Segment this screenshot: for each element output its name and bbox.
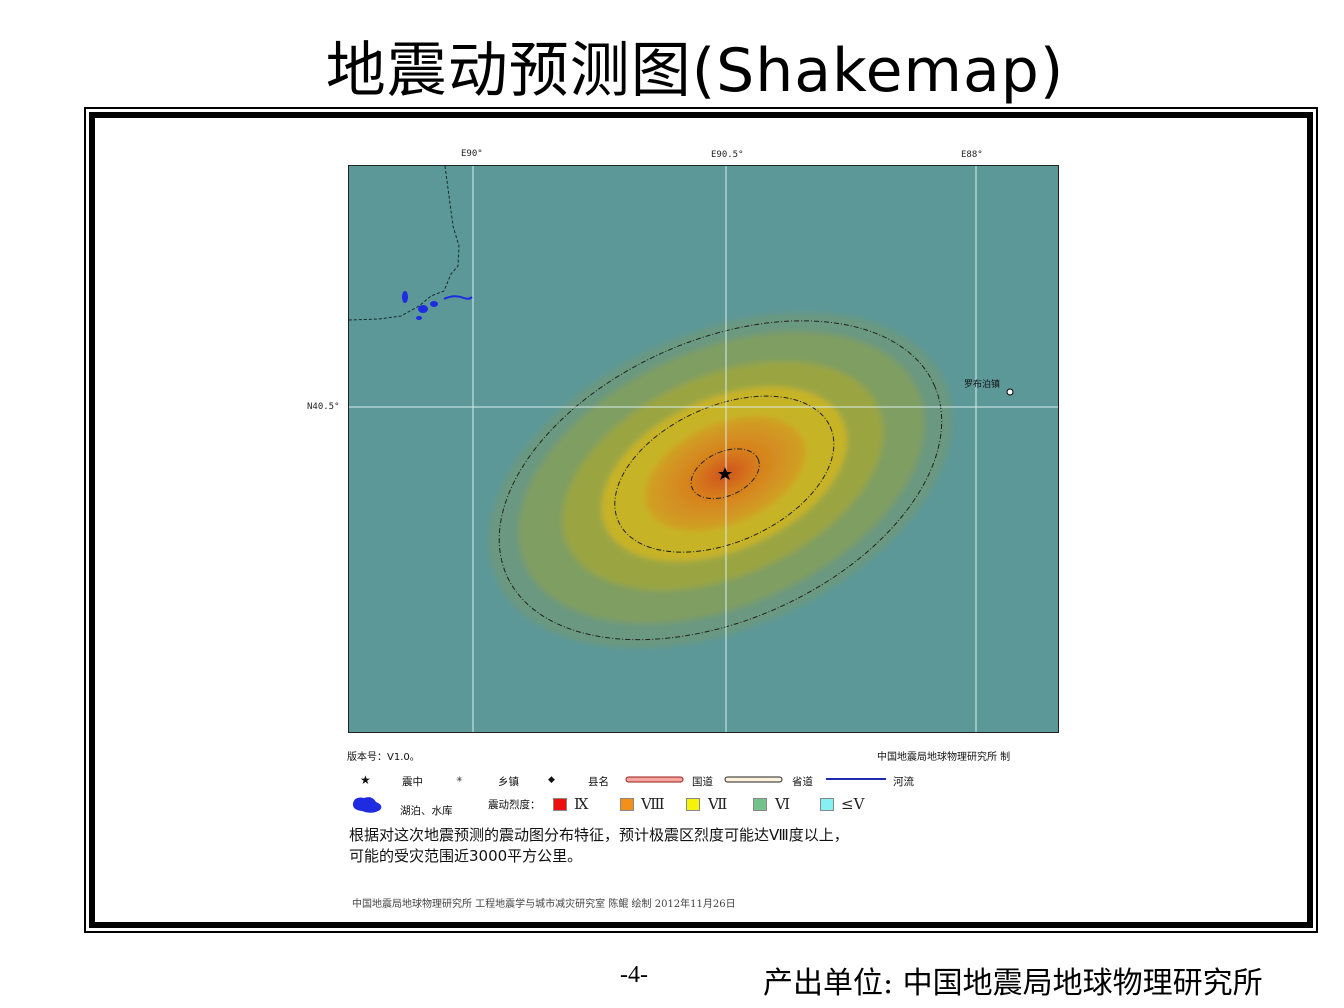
shakemap[interactable]: 罗布泊镇 xyxy=(348,165,1059,733)
swatch-intensity-9 xyxy=(553,798,567,811)
intensity-7-label: Ⅶ xyxy=(708,795,728,813)
lake-icon xyxy=(352,797,382,813)
legend-epicenter-label: 震中 xyxy=(402,776,423,788)
isoseismal-7 xyxy=(614,395,835,553)
legend-lake-label: 湖泊、水库 xyxy=(400,805,453,817)
shakemap-svg xyxy=(349,166,1058,732)
intensity-5-label: ≤Ⅴ xyxy=(841,795,865,813)
tick-e90: E90° xyxy=(461,149,483,159)
swatch-intensity-5 xyxy=(820,798,834,811)
intensity-6-label: Ⅵ xyxy=(775,795,791,813)
town-label: 罗布泊镇 xyxy=(964,380,1001,390)
tick-e90-5: E90.5° xyxy=(711,150,744,160)
producer-label: 产出单位: 中国地震局地球物理研究所 xyxy=(763,966,1263,1001)
swatch-intensity-6 xyxy=(753,798,767,811)
lakes xyxy=(402,291,473,320)
version-label: 版本号：V1.0。 xyxy=(347,752,420,763)
boundary-line xyxy=(349,166,460,321)
swatch-intensity-8 xyxy=(620,798,634,811)
credit-line: 中国地震局地球物理研究所 工程地震学与城市减灾研究室 陈鲲 绘制 2012年11… xyxy=(352,899,736,910)
star-icon: ★ xyxy=(360,773,371,787)
town-dot-icon xyxy=(1006,388,1014,396)
tick-e88: E88° xyxy=(961,150,983,160)
swatch-intensity-7 xyxy=(686,798,700,811)
maker-label: 中国地震局地球物理研究所 制 xyxy=(877,752,1011,763)
note-line-2: 可能的受灾范围近3000平方公里。 xyxy=(349,847,583,865)
legend-river-label: 河流 xyxy=(893,776,914,788)
town-dot-icon: ✳ xyxy=(456,775,463,784)
isoseismal-6 xyxy=(498,320,943,641)
diamond-icon: ◆ xyxy=(548,775,555,785)
page-title: 地震动预测图(Shakemap) xyxy=(325,36,1065,106)
outer-frame xyxy=(84,107,1318,933)
legend-intensity-title: 震动烈度： xyxy=(488,799,541,811)
tick-n40-5: N40.5° xyxy=(307,402,340,412)
inner-frame xyxy=(89,112,1313,928)
page-number: -4- xyxy=(620,962,648,988)
intensity-8-label: Ⅷ xyxy=(641,795,665,813)
national-road-icon xyxy=(625,776,684,783)
legend-town-label: 乡镇 xyxy=(498,776,519,788)
note-line-1: 根据对这次地震预测的震动图分布特征，预计极震区烈度可能达Ⅷ度以上， xyxy=(349,826,849,844)
legend-county-label: 县名 xyxy=(588,776,609,788)
epicenter-star-icon xyxy=(718,467,732,480)
isoseismal-8 xyxy=(690,448,760,500)
legend-national-road-label: 国道 xyxy=(692,776,713,788)
provincial-road-icon xyxy=(724,776,783,783)
river-line-icon xyxy=(826,778,886,780)
intensity-9-label: Ⅸ xyxy=(574,795,589,813)
legend-provincial-road-label: 省道 xyxy=(792,776,813,788)
